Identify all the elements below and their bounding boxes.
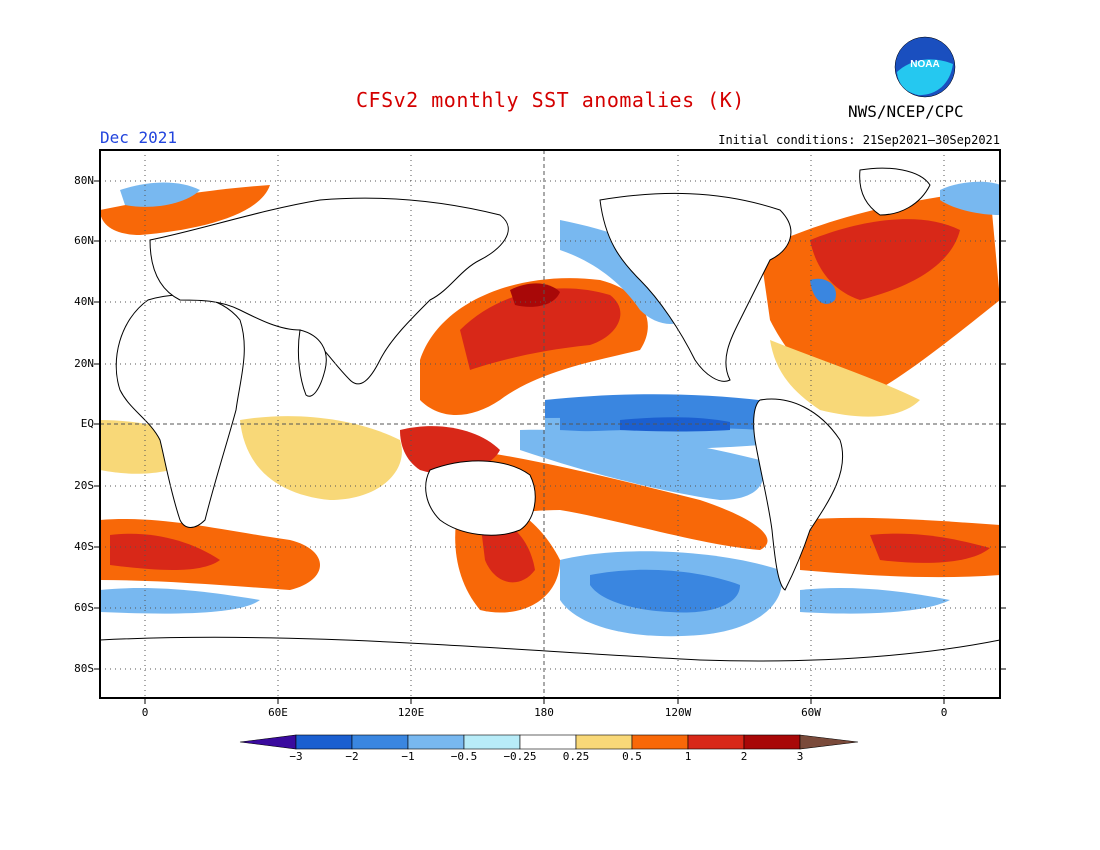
latitude-tick-label: EQ [80,417,94,430]
longitude-tick-label: 0 [940,706,948,719]
colorbar-segment [407,734,465,750]
longitude-tick-label: 120W [664,706,692,719]
land-mass [753,398,844,591]
colorbar-segment [575,734,633,750]
land-mass [115,294,245,528]
colorbar-label: −2 [345,750,359,763]
longitude-tick-label: 180 [534,706,554,719]
colorbar-segment [239,734,297,750]
initial-conditions: Initial conditions: 21Sep2021–30Sep2021 [718,133,1000,147]
longitude-tick-label: 120E [397,706,425,719]
anomaly-patch [810,219,960,300]
land-mass [100,636,1000,698]
anomaly-patch [510,283,560,307]
anomaly-patch [120,182,200,207]
colorbar-segment [799,734,859,750]
longitude-tick-label: 60W [801,706,821,719]
colorbar-segment [519,734,577,750]
colorbar-label: 1 [684,750,692,763]
latitude-tick-label: 40N [74,295,94,308]
colorbar-label: −1 [401,750,415,763]
anomaly-patch [520,429,764,500]
land-mass [149,197,509,385]
colorbar-segment [631,734,689,750]
noaa-logo-wave [897,59,953,96]
anomaly-patch [940,181,1000,215]
colorbar-label: 0.25 [562,750,590,763]
anomaly-patch [770,340,920,417]
latitude-tick-label: 20S [74,479,94,492]
anomaly-patch [590,569,740,613]
latitude-tick-label: 80N [74,174,94,187]
noaa-logo: NOAA [894,36,956,98]
colorbar-segment [295,734,353,750]
anomaly-patch [800,588,950,614]
land-mass [425,460,536,536]
latitude-tick-label: 40S [74,540,94,553]
colorbar-segment [743,734,801,750]
noaa-logo-text: NOAA [910,59,939,70]
anomaly-patch [240,416,402,500]
colorbar-segment [351,734,409,750]
colorbar-segment [687,734,745,750]
anomaly-patch [870,533,990,563]
anomaly-patch [460,288,621,370]
land-mass [859,167,931,216]
latitude-tick-label: 60N [74,234,94,247]
anomaly-patch [110,533,220,570]
latitude-tick-label: 20N [74,357,94,370]
longitude-tick-label: 60E [268,706,288,719]
valid-month: Dec 2021 [100,128,178,147]
latitude-tick-label: 80S [74,662,94,675]
longitude-tick-label: 0 [141,706,149,719]
anomaly-patch [100,588,260,614]
colorbar-label: 2 [740,750,748,763]
colorbar-label: 3 [796,750,804,763]
latitude-tick-label: 60S [74,601,94,614]
agency-label: NWS/NCEP/CPC [848,102,964,121]
colorbar-label: −3 [289,750,303,763]
anomaly-patch [810,278,836,304]
land-mass [297,329,327,397]
anomaly-patch [100,185,270,235]
colorbar-label: −0.5 [450,750,478,763]
chart-title: CFSv2 monthly SST anomalies (K) [356,88,745,112]
colorbar-segment [463,734,521,750]
colorbar-label: −0.25 [503,750,537,763]
land-mass [599,192,792,382]
colorbar-label: 0.5 [622,750,642,763]
